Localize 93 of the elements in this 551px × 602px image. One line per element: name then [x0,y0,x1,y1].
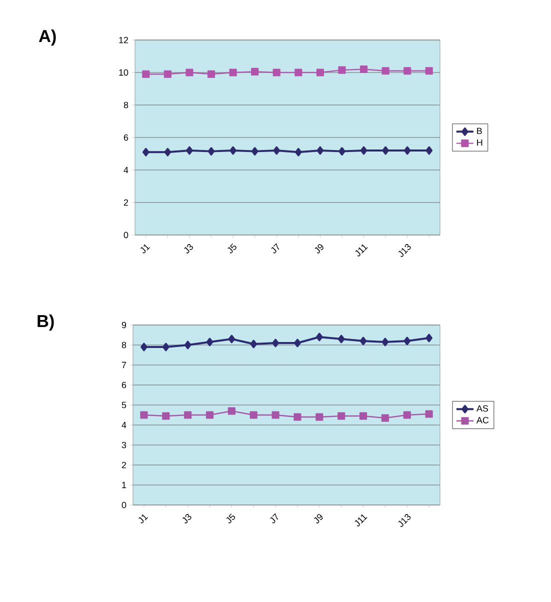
point [186,146,193,155]
y-tick-label: 10 [119,69,128,76]
point [207,70,216,78]
y-tick-label: 3 [122,442,126,448]
point [164,70,172,78]
point [272,68,280,76]
point [251,68,259,76]
point [338,147,346,156]
point [360,146,368,155]
y-tick-label: 6 [122,382,126,388]
point [425,410,433,418]
point [360,65,368,74]
point [140,342,148,352]
x-tick-label: J5 [226,514,236,524]
x-tick-label: J9 [314,244,324,254]
legend-label: H [477,139,482,146]
y-tick-label: 4 [122,422,126,428]
x-tick-label: J7 [271,243,280,254]
point [229,68,237,76]
point [186,68,194,76]
x-tick-label: J3 [182,514,192,524]
point [382,338,389,346]
point [294,68,302,76]
y-tick-label: 0 [124,232,128,238]
y-tick-label: 7 [122,362,126,368]
point [230,146,236,155]
x-tick-label: J1 [140,244,150,254]
point [338,66,346,74]
point [403,411,411,419]
point [142,148,150,156]
x-tick-label: J3 [184,244,193,254]
point [316,332,323,342]
point [250,340,257,348]
legend-label: AS [476,405,488,412]
x-tick-label: J5 [228,244,236,254]
y-tick-label: 1 [122,482,126,488]
point [162,412,170,420]
y-tick-label: 12 [119,36,128,44]
point [382,67,390,75]
point [316,68,324,76]
x-tick-label: J11 [355,244,368,256]
x-tick-label: J13 [398,244,411,257]
point [316,146,324,155]
y-tick-label: 8 [124,102,128,108]
point [294,413,302,421]
y-tick-label: 8 [122,342,126,348]
x-tick-label: J11 [354,514,368,526]
point [273,146,280,155]
y-tick-label: 5 [122,402,126,408]
x-tick-label: J13 [398,514,411,527]
point [338,412,346,420]
point [206,338,214,346]
point [272,338,279,348]
x-tick-label: J9 [314,514,323,524]
point [162,342,170,352]
point [251,147,258,156]
point [272,411,280,419]
point [404,146,411,155]
y-tick-label: 0 [122,502,126,508]
point [184,411,192,419]
point [404,336,411,346]
point [360,336,367,346]
point [316,413,324,421]
point [425,67,433,75]
point [426,146,433,155]
point [164,148,172,156]
x-tick-label: J7 [270,513,278,524]
point [228,407,236,415]
legend-label: B [477,128,482,134]
point [250,411,258,419]
y-tick-label: 9 [122,322,126,328]
point [140,411,148,419]
chart-title: A) [38,30,56,46]
legend-label: AC [476,416,489,424]
point [228,334,236,344]
y-tick-label: 6 [124,134,128,141]
point [142,70,150,78]
point [381,414,389,422]
point [426,334,432,342]
y-tick-label: 4 [124,166,128,174]
y-tick-label: 2 [122,462,126,468]
y-tick-label: 2 [124,199,128,206]
point [295,148,302,156]
chart-title: B) [38,314,54,331]
x-tick-label: J1 [138,514,148,524]
point [208,147,215,156]
point [404,67,412,75]
point [184,340,192,350]
point [359,412,368,420]
point [338,334,345,344]
point [382,146,389,155]
point [294,338,301,348]
point [206,411,214,419]
